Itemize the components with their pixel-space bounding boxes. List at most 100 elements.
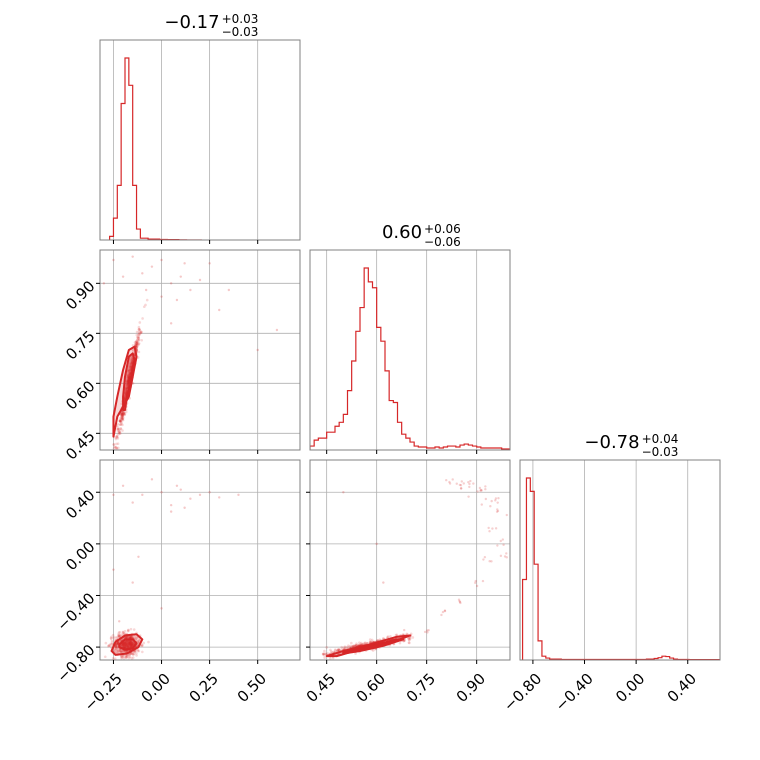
- scatter-point: [131, 358, 134, 361]
- scatter-point: [136, 335, 139, 339]
- scatter-point: [340, 645, 343, 649]
- scatter-point: [132, 642, 135, 645]
- scatter-point: [130, 643, 133, 646]
- scatter-point-arc: [462, 482, 465, 485]
- scatter-point-arc: [499, 539, 502, 543]
- scatter-point: [124, 656, 128, 659]
- scatter-point-sparse: [183, 262, 186, 265]
- scatter-point: [131, 653, 135, 657]
- scatter-point: [353, 644, 357, 648]
- scatter-point: [122, 410, 126, 414]
- scatter-point: [120, 417, 123, 421]
- scatter-point: [128, 644, 131, 648]
- scatter-point: [130, 642, 133, 646]
- scatter-point: [138, 321, 142, 324]
- scatter-point: [337, 648, 340, 652]
- scatter-point: [336, 649, 339, 652]
- x-tick-label: 0.25: [186, 670, 222, 706]
- scatter-point-sparse: [227, 288, 231, 292]
- panel-frame: [99, 249, 301, 451]
- scatter-point: [127, 378, 130, 382]
- scatter-point: [117, 634, 121, 637]
- scatter-point: [126, 380, 130, 384]
- scatter-point-arc: [426, 629, 429, 632]
- x-tick-label: −0.40: [552, 670, 597, 715]
- scatter-point: [116, 643, 119, 646]
- scatter-point: [322, 652, 325, 656]
- scatter-point: [129, 643, 133, 646]
- scatter-point-arc: [494, 499, 497, 502]
- scatter-point: [130, 644, 133, 648]
- scatter-point-arc: [502, 543, 505, 547]
- scatter-point: [134, 343, 137, 346]
- scatter-point-arc: [490, 499, 493, 503]
- scatter-point: [124, 645, 128, 648]
- scatter-point: [120, 656, 123, 660]
- panel-title-median: −0.78: [584, 432, 639, 453]
- scatter-point: [127, 379, 131, 382]
- scatter-point: [127, 641, 131, 645]
- scatter-point: [124, 640, 128, 643]
- scatter-point-arc: [482, 558, 485, 561]
- scatter-point-arc: [484, 497, 488, 501]
- scatter-point: [126, 644, 130, 647]
- scatter-point-arc: [467, 495, 470, 498]
- panel-title-plus: +0.04: [642, 432, 679, 446]
- scatter-point-arc: [423, 630, 427, 634]
- scatter-point: [129, 644, 132, 647]
- scatter-point: [137, 338, 141, 341]
- scatter-point: [358, 643, 362, 646]
- scatter-point-arc: [455, 482, 458, 485]
- scatter-point: [126, 373, 129, 377]
- scatter-point: [125, 645, 128, 648]
- scatter-point: [128, 372, 132, 375]
- scatter-point-arc: [445, 478, 448, 482]
- scatter-point: [127, 640, 131, 644]
- scatter-point: [127, 644, 130, 647]
- scatter-point: [116, 442, 120, 446]
- scatter-point: [103, 655, 107, 659]
- scatter-point: [124, 643, 128, 646]
- scatter-point: [137, 342, 140, 345]
- scatter-point: [130, 360, 134, 364]
- scatter-point: [128, 641, 132, 644]
- scatter-point-arc: [494, 527, 498, 530]
- scatter-point: [355, 642, 358, 646]
- scatter-point: [120, 412, 123, 415]
- scatter-point: [135, 346, 138, 349]
- scatter-point: [142, 641, 146, 645]
- scatter-point: [127, 629, 130, 632]
- scatter-point: [121, 643, 125, 647]
- scatter-point: [114, 453, 117, 456]
- scatter-point-sparse: [382, 581, 385, 584]
- scatter-point-arc: [441, 610, 445, 614]
- scatter-point-arc: [496, 501, 499, 504]
- scatter-point: [135, 654, 138, 657]
- scatter-point-arc: [494, 497, 498, 500]
- scatter-point: [333, 648, 337, 652]
- scatter-point: [119, 423, 122, 426]
- scatter-point: [112, 443, 116, 446]
- scatter-point: [130, 358, 134, 361]
- scatter-point: [407, 641, 411, 644]
- scatter-point: [120, 655, 123, 658]
- x-tick-label: 0.45: [303, 670, 339, 706]
- scatter-point: [138, 329, 142, 332]
- scatter-point: [119, 427, 123, 430]
- scatter-point: [119, 419, 122, 422]
- scatter-point: [129, 641, 132, 644]
- scatter-point: [125, 654, 129, 658]
- scatter-point: [114, 437, 118, 441]
- scatter-point-sparse: [131, 501, 134, 504]
- scatter-point-sparse: [342, 491, 345, 494]
- scatter-point: [118, 423, 122, 427]
- scatter-point: [130, 656, 133, 660]
- scatter-point: [119, 419, 122, 423]
- scatter-point: [116, 427, 120, 431]
- scatter-point: [117, 631, 121, 634]
- scatter-point-sparse: [144, 288, 148, 292]
- scatter-point: [117, 431, 121, 435]
- scatter-point-sparse: [179, 275, 182, 278]
- scatter-point: [125, 387, 129, 390]
- scatter-point-sparse: [169, 510, 173, 513]
